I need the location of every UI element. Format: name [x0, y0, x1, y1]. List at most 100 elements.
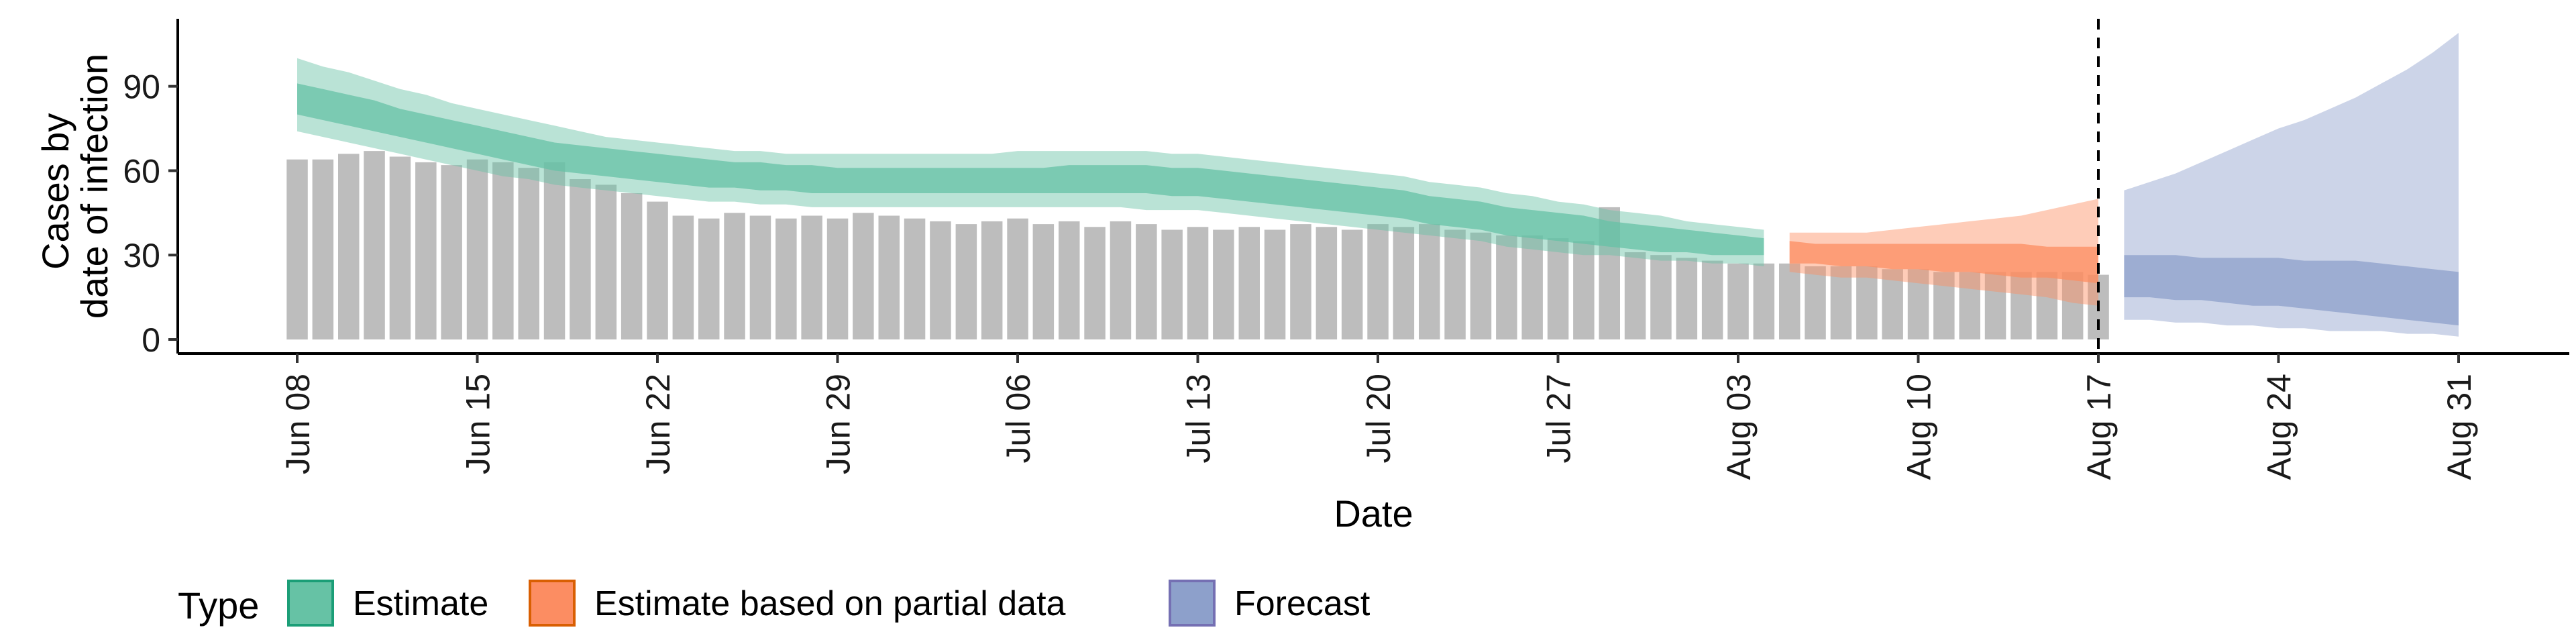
reported-cases-bar	[853, 213, 874, 339]
reported-cases-bar	[518, 168, 539, 339]
x-tick-label: Jul 27	[1540, 374, 1578, 463]
reported-cases-bar	[1573, 241, 1595, 340]
reported-cases-bar	[1161, 229, 1183, 339]
reported-cases-bar	[1393, 227, 1415, 339]
reported-cases-bar	[1419, 224, 1440, 339]
x-tick-label: Aug 03	[1720, 374, 1758, 480]
reported-cases-bar	[930, 221, 951, 339]
reported-cases-bar	[1238, 227, 1260, 339]
reported-cases-bar	[389, 156, 411, 340]
legend-label-forecast: Forecast	[1234, 584, 1371, 623]
reported-cases-bar	[312, 159, 334, 340]
reported-cases-bar	[1444, 229, 1466, 339]
reported-cases-bar	[955, 224, 977, 339]
reported-cases-bar	[749, 215, 771, 339]
x-axis-title: Date	[1334, 492, 1413, 535]
reported-cases-bar	[1676, 258, 1698, 339]
x-tick-label: Jul 20	[1360, 374, 1397, 463]
reported-cases-bar	[1830, 266, 1852, 339]
reported-cases-bar	[570, 179, 591, 339]
legend-swatch-forecast	[1169, 580, 1216, 627]
reported-cases-bar	[1650, 255, 1672, 339]
reported-cases-bar	[1084, 227, 1106, 339]
reported-cases-bar	[981, 221, 1003, 339]
reported-cases-bar	[1701, 260, 1723, 339]
legend-swatch-estimate-partial	[529, 580, 576, 627]
estimate-partial-ribbon-50	[1789, 241, 2098, 284]
reported-cases-bar	[1882, 269, 1903, 339]
legend-label-estimate-partial: Estimate based on partial data	[594, 584, 1066, 623]
axes	[176, 19, 2569, 355]
reported-cases-bar	[775, 218, 797, 339]
reported-cases-bar	[878, 215, 900, 339]
reported-cases-bar	[1213, 229, 1234, 339]
reported-cases-bar	[595, 184, 617, 339]
reported-cases-bar	[1470, 232, 1492, 339]
x-tick-label: Jun 22	[639, 374, 677, 474]
estimate-ribbon-50	[297, 83, 1764, 256]
reported-cases-bar	[1779, 263, 1801, 339]
reported-cases-bar	[672, 215, 694, 339]
y-axis-title-line2: date of infection	[73, 54, 115, 319]
estimate-ribbons	[297, 33, 2459, 337]
reported-cases-bar	[1624, 252, 1646, 339]
reported-cases-bar	[1933, 272, 1955, 339]
x-tick-label: Aug 10	[1900, 374, 1938, 480]
reported-cases-bar	[801, 215, 822, 339]
y-tick-label: 90	[123, 68, 160, 106]
legend-title: Type	[178, 584, 259, 627]
x-tick-label: Jul 13	[1180, 374, 1218, 463]
reported-cases-bar	[1856, 266, 1878, 339]
x-tick-label: Jun 29	[820, 374, 857, 474]
reported-cases-bar	[1367, 224, 1389, 339]
reported-cases-bar	[1753, 263, 1775, 339]
y-tick-label: 0	[142, 321, 160, 359]
reported-cases-bar	[2061, 272, 2084, 339]
reported-cases-bar	[1907, 269, 1929, 339]
reported-cases-bar	[1547, 238, 1569, 340]
reported-cases-bar	[698, 218, 720, 339]
reported-cases-bar	[826, 218, 849, 339]
reported-cases-bar	[338, 154, 360, 340]
reported-cases-bar	[1136, 224, 1157, 339]
reported-cases-bar	[1727, 263, 1749, 339]
x-tick-label: Aug 24	[2261, 374, 2298, 480]
reported-cases-bar	[466, 159, 488, 340]
reported-cases-bar	[1316, 227, 1338, 339]
reported-cases-bar	[415, 162, 437, 340]
x-tick-label: Jun 08	[279, 374, 317, 474]
reported-cases-bar	[286, 159, 308, 340]
reported-cases-bar	[1187, 227, 1209, 339]
reported-cases-bar	[647, 201, 668, 340]
reported-cases-bar	[904, 218, 926, 339]
y-axis-title: Cases by date of infection	[34, 54, 115, 319]
reported-cases-bar	[441, 165, 462, 340]
reported-cases-bar	[364, 151, 385, 339]
legend-swatch-estimate	[287, 580, 334, 627]
reported-cases-bar	[1110, 221, 1132, 339]
y-axis-title-line1: Cases by	[34, 113, 76, 270]
reported-cases-bar	[1032, 224, 1055, 339]
reported-cases-bar	[1059, 221, 1080, 339]
reported-cases-bar	[1805, 266, 1826, 339]
reported-cases-bar	[1290, 224, 1311, 339]
reported-cases-bar	[543, 162, 566, 340]
reported-cases-bar	[1496, 235, 1517, 340]
reported-cases-bar	[2036, 272, 2058, 339]
x-tick-label: Jun 15	[460, 374, 497, 474]
y-tick-label: 30	[123, 237, 160, 274]
x-tick-label: Aug 31	[2440, 374, 2478, 480]
legend: Type Estimate Estimate based on partial d…	[178, 580, 1371, 627]
legend-label-estimate: Estimate	[353, 584, 488, 623]
x-tick-label: Jul 06	[1000, 374, 1037, 463]
reported-cases-bars	[286, 151, 2109, 340]
x-tick-label: Aug 17	[2080, 374, 2118, 480]
reported-cases-bar	[1959, 272, 1980, 339]
reported-cases-bar	[492, 162, 514, 340]
reported-cases-bar	[1341, 229, 1363, 339]
y-axis-ticks: 0 30 60 90	[123, 68, 178, 359]
reported-cases-bar	[2010, 272, 2032, 339]
reported-cases-bar	[1984, 272, 2006, 339]
